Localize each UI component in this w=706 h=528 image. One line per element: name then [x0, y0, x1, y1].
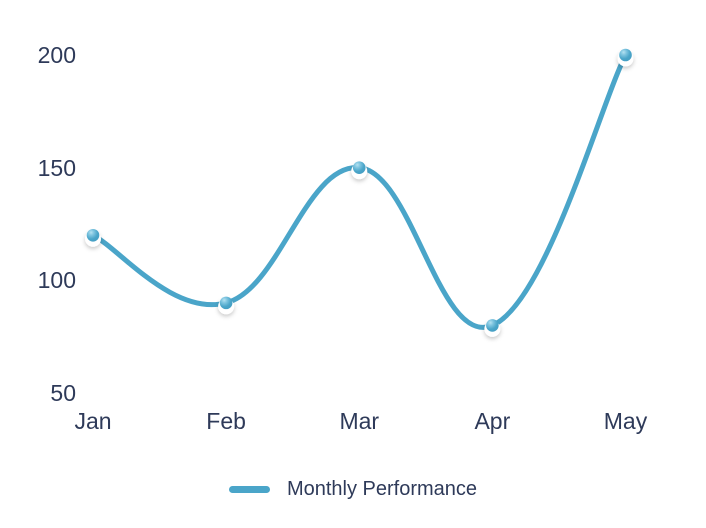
data-point-mar[interactable]	[352, 161, 366, 174]
data-point-feb[interactable]	[219, 296, 233, 310]
x-label-mar: Mar	[339, 408, 380, 434]
data-point-apr[interactable]	[486, 319, 499, 332]
x-label-jan: Jan	[74, 408, 112, 434]
data-point-jan[interactable]	[86, 228, 100, 242]
legend-label: Monthly Performance	[286, 477, 478, 500]
data-point-may[interactable]	[619, 48, 632, 62]
y-tick-label-200: 200	[37, 42, 76, 68]
x-label-may: May	[603, 408, 648, 434]
x-label-apr: Apr	[474, 408, 511, 434]
legend-item-monthly-performance[interactable]: Monthly Performance	[0, 474, 706, 504]
x-label-feb: Feb	[206, 408, 246, 434]
series-line	[90, 52, 628, 330]
y-tick-label-100: 100	[37, 267, 76, 294]
data-point-markers	[85, 48, 634, 337]
y-tick-label-150: 150	[37, 154, 76, 181]
legend-line-swatch	[228, 485, 270, 493]
y-tick-label-50: 50	[50, 380, 76, 406]
